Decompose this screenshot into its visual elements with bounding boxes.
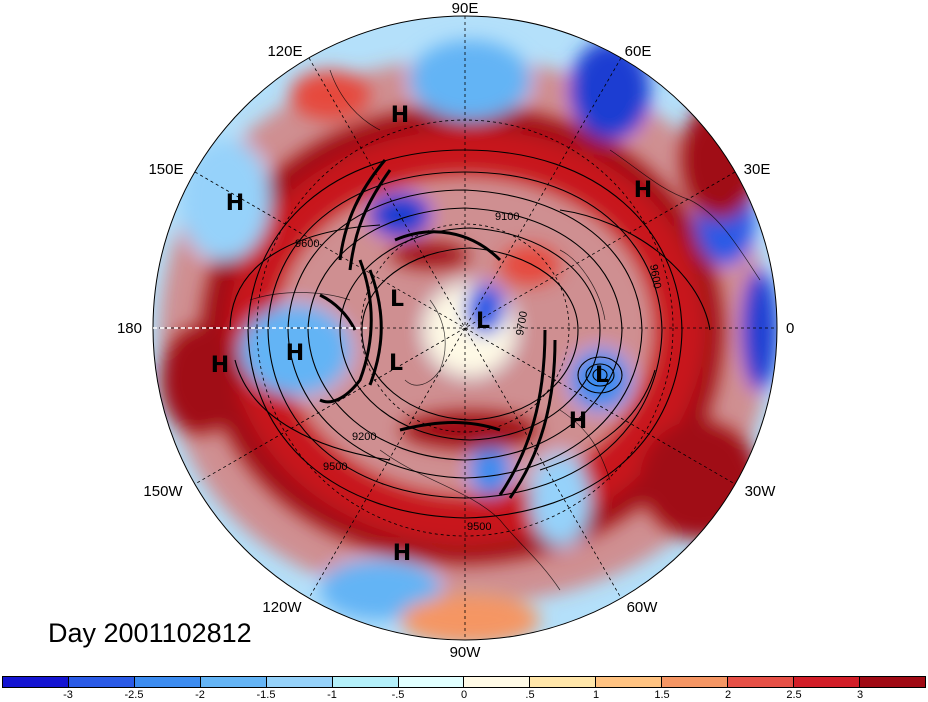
colorbar-swatch xyxy=(794,677,860,687)
colorbar-swatch xyxy=(266,677,333,687)
colorbar-tick-label: 1 xyxy=(592,689,600,701)
colorbar xyxy=(2,676,926,688)
contour-label-9600-west: 9600 xyxy=(295,238,319,250)
graticule xyxy=(153,16,777,640)
colorbar-tick-label: -1 xyxy=(327,689,337,701)
low-pressure-siberia: L xyxy=(390,287,404,312)
colorbar-labels: -3 -2.5 -2 -1.5 -1 -.5 0 .5 1 1.5 2 2.5 3 xyxy=(2,689,926,701)
lon-label-180: 180 xyxy=(117,320,142,337)
contour-label-9200: 9200 xyxy=(352,431,376,443)
anomaly-field xyxy=(153,16,777,640)
high-pressure-north-pacific: H xyxy=(286,341,304,366)
contour-label-9100: 9100 xyxy=(495,211,519,223)
colorbar-swatch xyxy=(596,677,663,687)
lon-label-60w: 60W xyxy=(627,599,659,616)
low-pressure-alaska: L xyxy=(389,351,403,376)
colorbar-tick-label: -2.5 xyxy=(124,689,144,701)
colorbar-tick-label: -.5 xyxy=(391,689,405,701)
lon-label-150e: 150E xyxy=(148,161,183,178)
colorbar-tick-label: 2 xyxy=(724,689,732,701)
low-pressure-arctic: L xyxy=(476,309,490,334)
colorbar-swatch xyxy=(200,677,267,687)
lon-label-90w: 90W xyxy=(450,644,482,661)
high-pressure-180: H xyxy=(211,353,229,378)
colorbar-swatch xyxy=(134,677,201,687)
colorbar-swatch xyxy=(859,677,925,687)
colorbar-tick-label: -1.5 xyxy=(256,689,276,701)
lon-label-120e: 120E xyxy=(267,43,302,60)
contour-label-9500-south: 9500 xyxy=(323,461,347,473)
jet-contours xyxy=(319,159,557,499)
high-pressure-north-atlantic: H xyxy=(569,409,587,434)
colorbar-swatch xyxy=(530,677,597,687)
lon-label-30w: 30W xyxy=(745,483,777,500)
colorbar-swatch xyxy=(332,677,399,687)
lon-label-30e: 30E xyxy=(744,161,771,178)
high-pressure-caribbean: H xyxy=(393,541,411,566)
lon-label-120w: 120W xyxy=(262,599,302,616)
contour-label-9700: 9700 xyxy=(514,310,530,336)
colorbar-swatch xyxy=(728,677,795,687)
colorbar-tick-label: 1.5 xyxy=(654,689,670,701)
contour-label-9600-east: 9600 xyxy=(647,263,663,289)
colorbar-swatch xyxy=(398,677,465,687)
colorbar-tick-label: .5 xyxy=(525,689,535,701)
colorbar-tick-label: 0 xyxy=(460,689,468,701)
lon-label-150w: 150W xyxy=(143,483,183,500)
lon-label-0: 0 xyxy=(786,320,794,337)
day-label: Day 2001102812 xyxy=(48,618,252,648)
colorbar-swatch xyxy=(3,677,69,687)
colorbar-tick-label: -3 xyxy=(63,689,73,701)
coastlines xyxy=(249,69,761,591)
lon-label-90e: 90E xyxy=(452,0,479,17)
colorbar-tick-label: 3 xyxy=(856,689,864,701)
high-pressure-africa: H xyxy=(634,178,652,203)
colorbar-tick-label: -2 xyxy=(195,689,205,701)
colorbar-tick-label: 2.5 xyxy=(786,689,802,701)
lon-label-60e: 60E xyxy=(625,43,652,60)
high-pressure-150e: H xyxy=(226,191,244,216)
high-pressure-120e: H xyxy=(391,103,409,128)
contour-label-9500-southeast: 9500 xyxy=(467,521,491,533)
colorbar-swatch xyxy=(68,677,135,687)
colorbar-swatch xyxy=(464,677,531,687)
colorbar-swatch xyxy=(662,677,729,687)
low-pressure-atlantic: L xyxy=(595,363,609,388)
